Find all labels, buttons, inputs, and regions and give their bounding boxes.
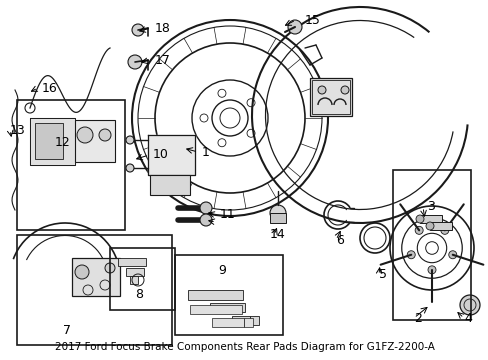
Circle shape: [425, 222, 433, 230]
Bar: [187, 290, 243, 300]
Text: 15: 15: [305, 13, 320, 27]
Bar: [269, 213, 285, 223]
Text: 1: 1: [202, 145, 209, 158]
Text: 17: 17: [155, 54, 170, 67]
Circle shape: [414, 226, 422, 234]
Bar: [311, 80, 349, 114]
Text: 2017 Ford Focus Brake Components Rear Pads Diagram for G1FZ-2200-A: 2017 Ford Focus Brake Components Rear Pa…: [55, 342, 433, 352]
Bar: [35, 123, 63, 159]
Circle shape: [128, 55, 142, 69]
Circle shape: [415, 215, 423, 223]
Text: 5: 5: [378, 269, 386, 282]
Bar: [175, 255, 283, 335]
Bar: [126, 268, 143, 276]
Circle shape: [200, 214, 212, 226]
Text: 11: 11: [220, 208, 235, 221]
Circle shape: [126, 164, 134, 172]
Circle shape: [126, 136, 134, 144]
Bar: [130, 276, 138, 284]
Circle shape: [200, 202, 212, 214]
Circle shape: [459, 295, 479, 315]
Text: 18: 18: [155, 22, 170, 35]
Text: 7: 7: [63, 324, 71, 337]
Text: 3: 3: [426, 201, 434, 213]
Bar: [150, 175, 190, 195]
Bar: [75, 120, 115, 162]
Circle shape: [99, 129, 111, 141]
Circle shape: [132, 24, 143, 36]
Bar: [244, 318, 252, 327]
Circle shape: [77, 127, 93, 143]
Bar: [209, 303, 244, 312]
Circle shape: [448, 251, 456, 259]
Polygon shape: [30, 118, 75, 165]
Circle shape: [407, 251, 414, 259]
Text: 16: 16: [42, 81, 58, 94]
Text: 10: 10: [153, 148, 168, 162]
Polygon shape: [148, 135, 195, 175]
Bar: [118, 258, 146, 266]
Text: 12: 12: [55, 136, 71, 149]
Circle shape: [317, 86, 325, 94]
Bar: [17, 100, 125, 230]
Text: 8: 8: [135, 288, 142, 302]
Circle shape: [340, 86, 348, 94]
Circle shape: [75, 265, 89, 279]
Text: 2: 2: [413, 311, 421, 324]
Circle shape: [105, 263, 115, 273]
Text: 14: 14: [269, 229, 285, 242]
Text: 13: 13: [10, 123, 26, 136]
Bar: [429, 222, 451, 230]
Bar: [190, 305, 242, 314]
Bar: [249, 316, 259, 325]
Bar: [309, 78, 351, 116]
Text: 6: 6: [335, 234, 343, 247]
Text: 9: 9: [218, 264, 225, 276]
Circle shape: [287, 20, 302, 34]
Bar: [419, 215, 441, 223]
Bar: [212, 318, 244, 327]
Circle shape: [269, 205, 285, 221]
Circle shape: [440, 226, 448, 234]
Bar: [110, 248, 175, 310]
Bar: [17, 235, 172, 345]
Circle shape: [427, 266, 435, 274]
Bar: [392, 170, 470, 320]
Bar: [231, 316, 249, 325]
Text: 4: 4: [463, 311, 471, 324]
Bar: [72, 258, 120, 296]
